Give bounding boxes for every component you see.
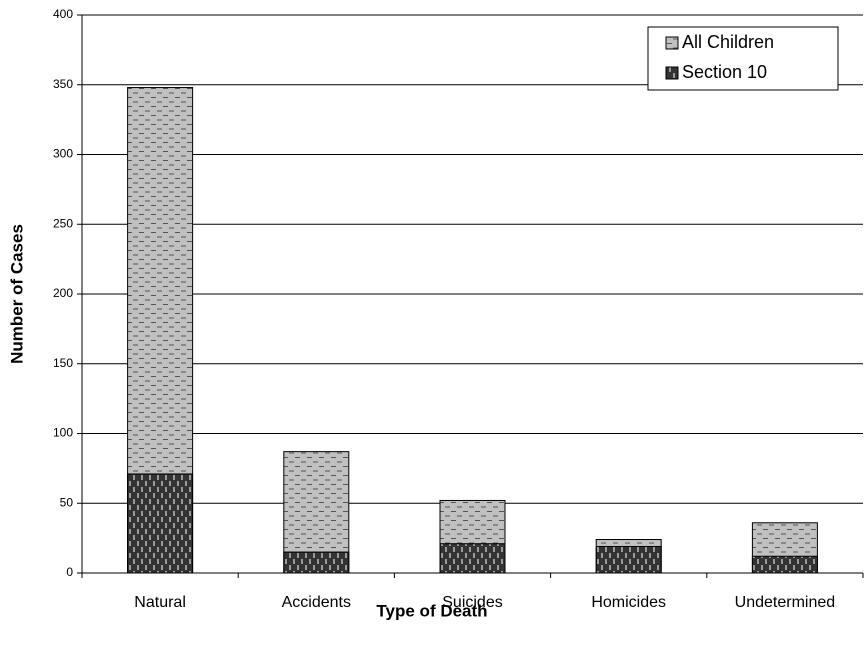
bar xyxy=(439,543,506,574)
legend-label: All Children xyxy=(682,32,774,52)
y-tick-label: 200 xyxy=(53,286,73,300)
legend-swatch xyxy=(665,36,679,50)
bar xyxy=(283,551,350,574)
x-tick-label: Homicides xyxy=(591,594,666,611)
legend-label: Section 10 xyxy=(682,62,767,82)
bar xyxy=(751,555,818,574)
y-tick-label: 350 xyxy=(53,77,73,91)
x-axis-title: Type of Death xyxy=(376,601,487,620)
y-tick-label: 100 xyxy=(53,426,73,440)
y-tick-label: 250 xyxy=(53,216,73,230)
legend-box xyxy=(647,26,839,91)
x-tick-label: Accidents xyxy=(282,594,351,611)
x-tick-label: Undetermined xyxy=(735,594,836,611)
x-tick-label: Natural xyxy=(134,594,186,611)
y-tick-label: 300 xyxy=(53,147,73,161)
y-tick-label: 150 xyxy=(53,356,73,370)
bar xyxy=(595,545,662,574)
bar xyxy=(127,473,194,574)
y-tick-label: 0 xyxy=(66,565,73,579)
legend-swatch xyxy=(665,66,679,80)
x-tick-label: Suicides xyxy=(442,594,502,611)
y-tick-label: 50 xyxy=(60,495,74,509)
y-axis-title: Number of Cases xyxy=(7,224,26,364)
y-tick-label: 400 xyxy=(53,7,73,21)
